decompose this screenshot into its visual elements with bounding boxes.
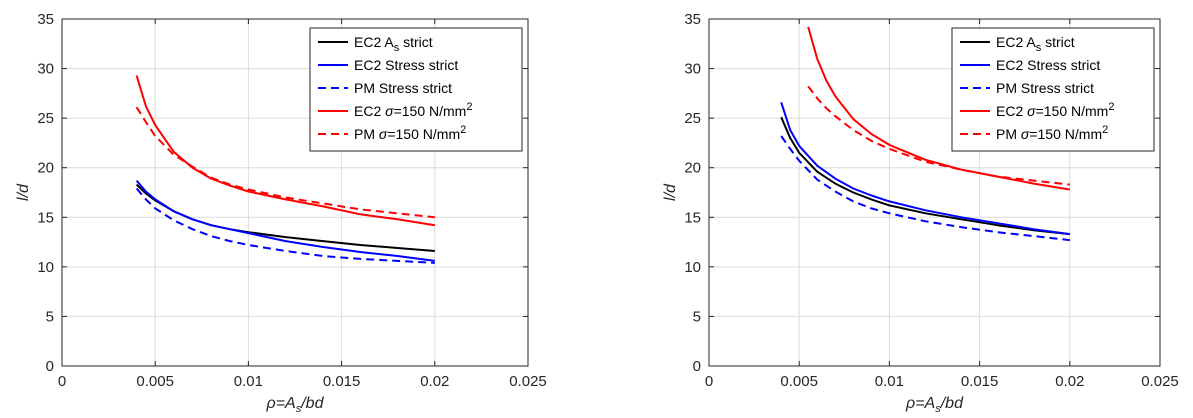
y-tick-label: 15	[37, 209, 54, 226]
legend: EC2 As​ strict EC2 Stress strict PM Stress…	[309, 27, 523, 152]
legend-entry: EC2 As​ strict	[996, 34, 1075, 54]
legend-entry: PM Stress strict	[996, 80, 1094, 96]
x-tick-label: 0.01	[234, 373, 263, 390]
x-tick-label: 0.015	[961, 373, 999, 390]
chart-panel-1: 0 0.005 0.01 0.015 0.02 0.025 0 5 10 15 20 25 30 35 ρ=…	[15, 11, 547, 415]
y-tick-label: 35	[37, 11, 54, 28]
axes-box	[708, 18, 1161, 367]
legend-entry: EC2 Stress strict	[354, 57, 458, 73]
legend-box	[951, 27, 1155, 152]
axes-box	[61, 18, 529, 367]
series-line-5	[807, 85, 1070, 186]
x-tick-label: 0.005	[780, 373, 818, 390]
x-tick-label: 0.02	[1055, 373, 1084, 390]
legend-box	[309, 27, 523, 152]
x-tick-label: 0.02	[420, 373, 449, 390]
y-tick-label: 25	[684, 110, 701, 127]
x-tick-label: 0	[58, 373, 66, 390]
y-tick-label: 0	[46, 358, 54, 375]
y-tick-label: 20	[37, 160, 54, 177]
x-tick-label: 0.025	[509, 373, 547, 390]
legend-entry: EC2 σ=150 N/mm2​	[354, 101, 472, 119]
y-tick-label: 30	[684, 61, 701, 78]
y-tick-label: 10	[37, 259, 54, 276]
y-tick-label: 0	[693, 358, 701, 375]
x-tick-label: 0	[705, 373, 713, 390]
legend: EC2 As​ strict EC2 Stress strict PM Stress…	[951, 27, 1155, 152]
legend-entry: PM σ=150 N/mm2​	[354, 124, 466, 142]
y-axis-label: l/d	[662, 183, 679, 201]
x-tick-label: 0.015	[323, 373, 361, 390]
y-tick-label: 20	[684, 160, 701, 177]
series-line-2	[135, 179, 435, 262]
y-tick-label: 25	[37, 110, 54, 127]
x-tick-label: 0.025	[1141, 373, 1179, 390]
legend-entry: EC2 Stress strict	[996, 57, 1100, 73]
y-tick-label: 5	[46, 308, 54, 325]
y-axis-label: l/d	[15, 183, 32, 201]
x-axis-label: ρ=As​/bd	[905, 395, 964, 415]
series-line-3	[135, 187, 435, 264]
legend-entry: EC2 σ=150 N/mm2​	[996, 101, 1114, 119]
y-tick-label: 15	[684, 209, 701, 226]
series-line-5	[135, 106, 435, 219]
legend-entry: EC2 As​ strict	[354, 34, 433, 54]
y-tick-label: 35	[684, 11, 701, 28]
x-tick-label: 0.005	[136, 373, 174, 390]
chart-panel-2: 0 0.005 0.01 0.015 0.02 0.025 0 5 10 15 20 25 30 35 ρ=…	[662, 11, 1179, 415]
legend-entry: PM σ=150 N/mm2​	[996, 124, 1108, 142]
y-tick-label: 5	[693, 308, 701, 325]
x-tick-label: 0.01	[875, 373, 904, 390]
series-line-1	[780, 116, 1070, 236]
series-line-2	[780, 101, 1070, 236]
y-tick-label: 10	[684, 259, 701, 276]
series-line-3	[780, 135, 1070, 242]
legend-entry: PM Stress strict	[354, 80, 452, 96]
x-axis-label: ρ=As​/bd	[266, 395, 325, 415]
y-tick-label: 30	[37, 61, 54, 78]
